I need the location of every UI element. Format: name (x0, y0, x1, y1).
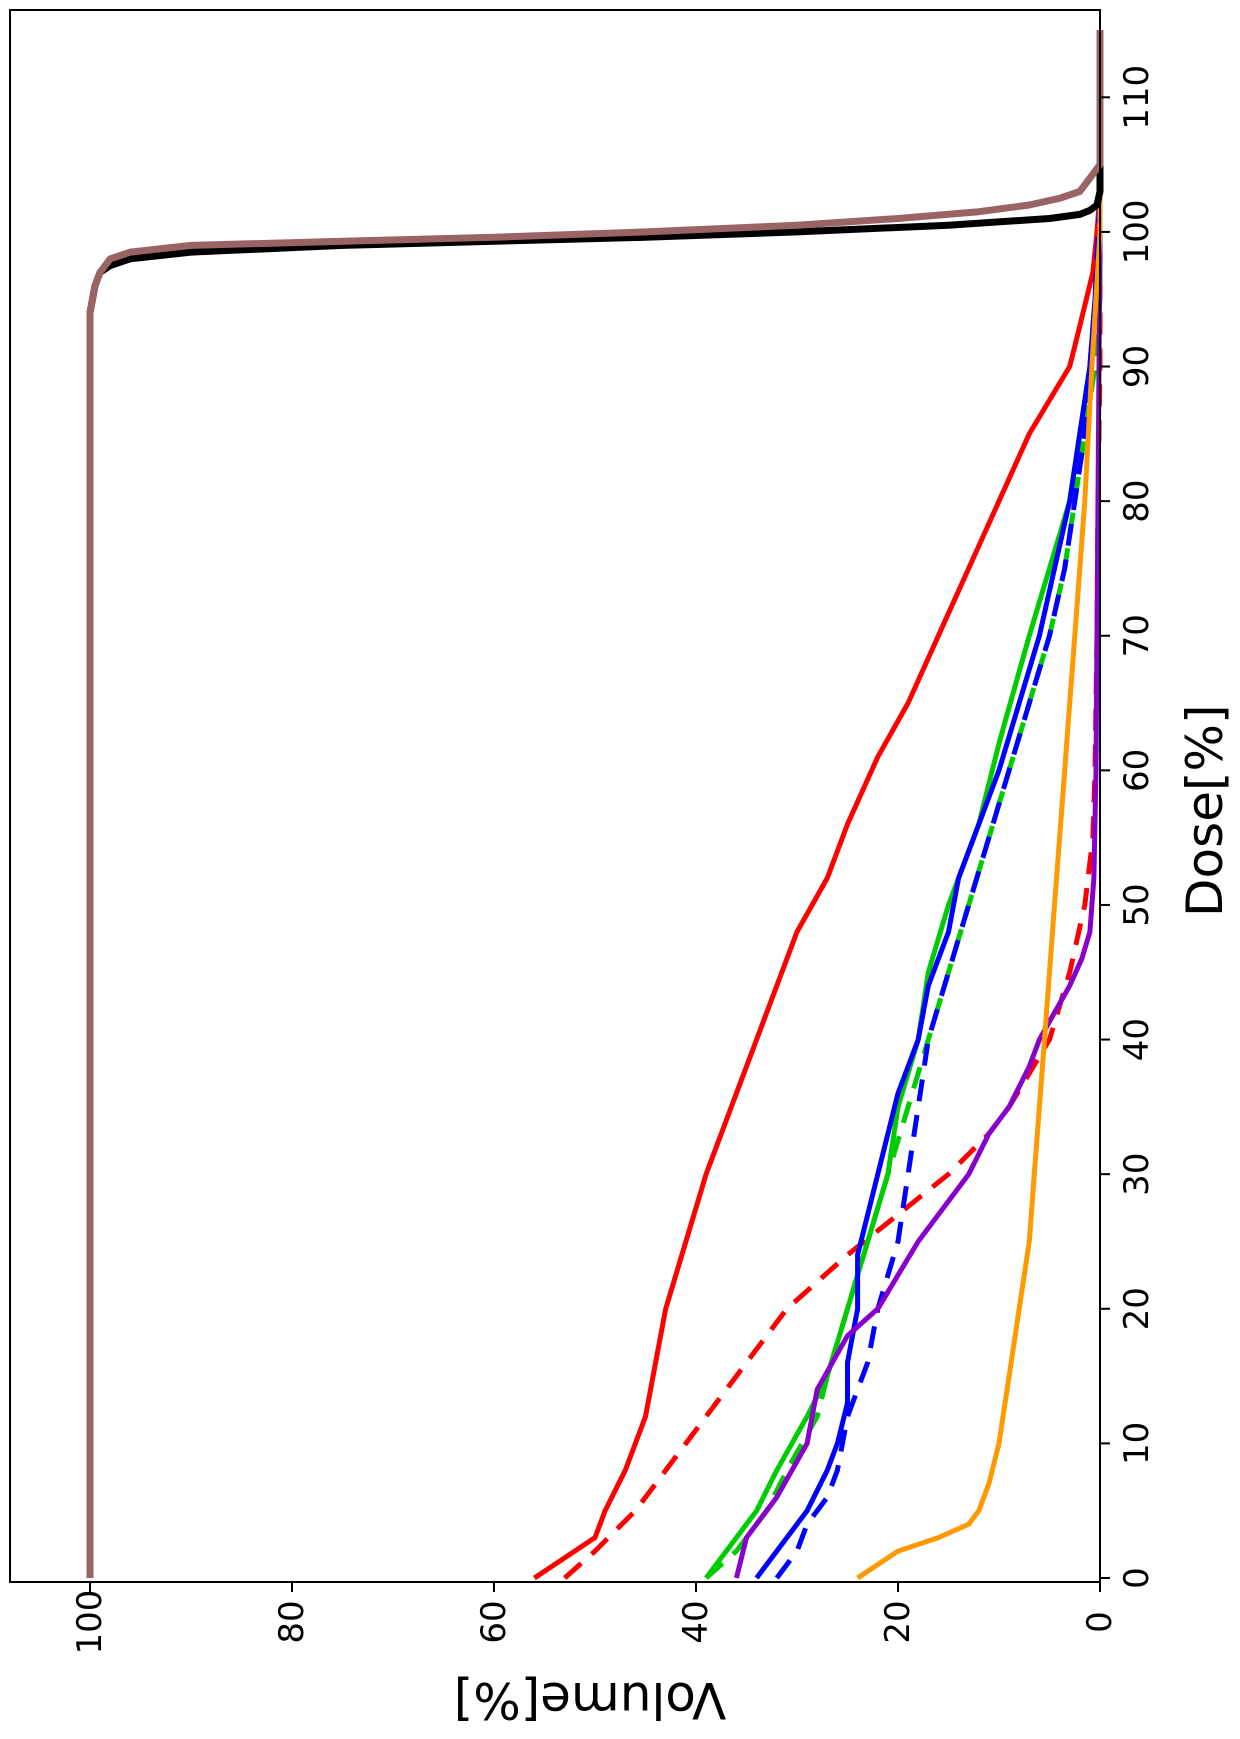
y-tick-label: 20 (878, 1600, 918, 1643)
y-tick-label: 100 (70, 1590, 110, 1655)
x-tick-label: 60 (1117, 749, 1157, 792)
x-tick-label: 0 (1117, 1567, 1157, 1589)
y-tick-label: 0 (1080, 1611, 1120, 1633)
y-tick-label: 60 (474, 1600, 514, 1643)
y-axis-ticks: 0 20 40 60 80 100 (70, 1582, 1120, 1654)
x-axis-ticks: 0 10 20 30 40 50 60 70 80 90 100 110 (1100, 65, 1157, 1589)
series-line-6 (774, 30, 1103, 1580)
x-tick-label: 70 (1117, 614, 1157, 657)
series-layer (86, 30, 1104, 1581)
plot-frame (9, 9, 1101, 1583)
series-line-10 (86, 30, 1104, 1578)
series-line-7 (733, 30, 1103, 1579)
series-line-9 (86, 30, 1104, 1578)
x-tick-label: 100 (1117, 199, 1157, 264)
series-line-8 (856, 30, 1103, 1581)
y-axis-label: Volume[%] (454, 1671, 727, 1729)
x-tick-label: 80 (1117, 479, 1157, 522)
series-line-5 (754, 30, 1103, 1580)
x-tick-label: 50 (1117, 883, 1157, 926)
x-tick-label: 30 (1117, 1153, 1157, 1196)
x-tick-label: 20 (1117, 1287, 1157, 1330)
series-line-2 (563, 30, 1103, 1580)
series-line-4 (704, 30, 1103, 1580)
x-axis-label: Dose[%] (1176, 705, 1234, 917)
x-tick-label: 40 (1117, 1018, 1157, 1061)
series-line-3 (704, 30, 1103, 1580)
x-tick-label: 110 (1117, 65, 1157, 130)
series-line-1 (533, 30, 1103, 1581)
x-tick-label: 10 (1117, 1422, 1157, 1465)
y-tick-label: 80 (272, 1600, 312, 1643)
x-tick-label: 90 (1117, 345, 1157, 388)
y-tick-label: 40 (676, 1600, 716, 1643)
